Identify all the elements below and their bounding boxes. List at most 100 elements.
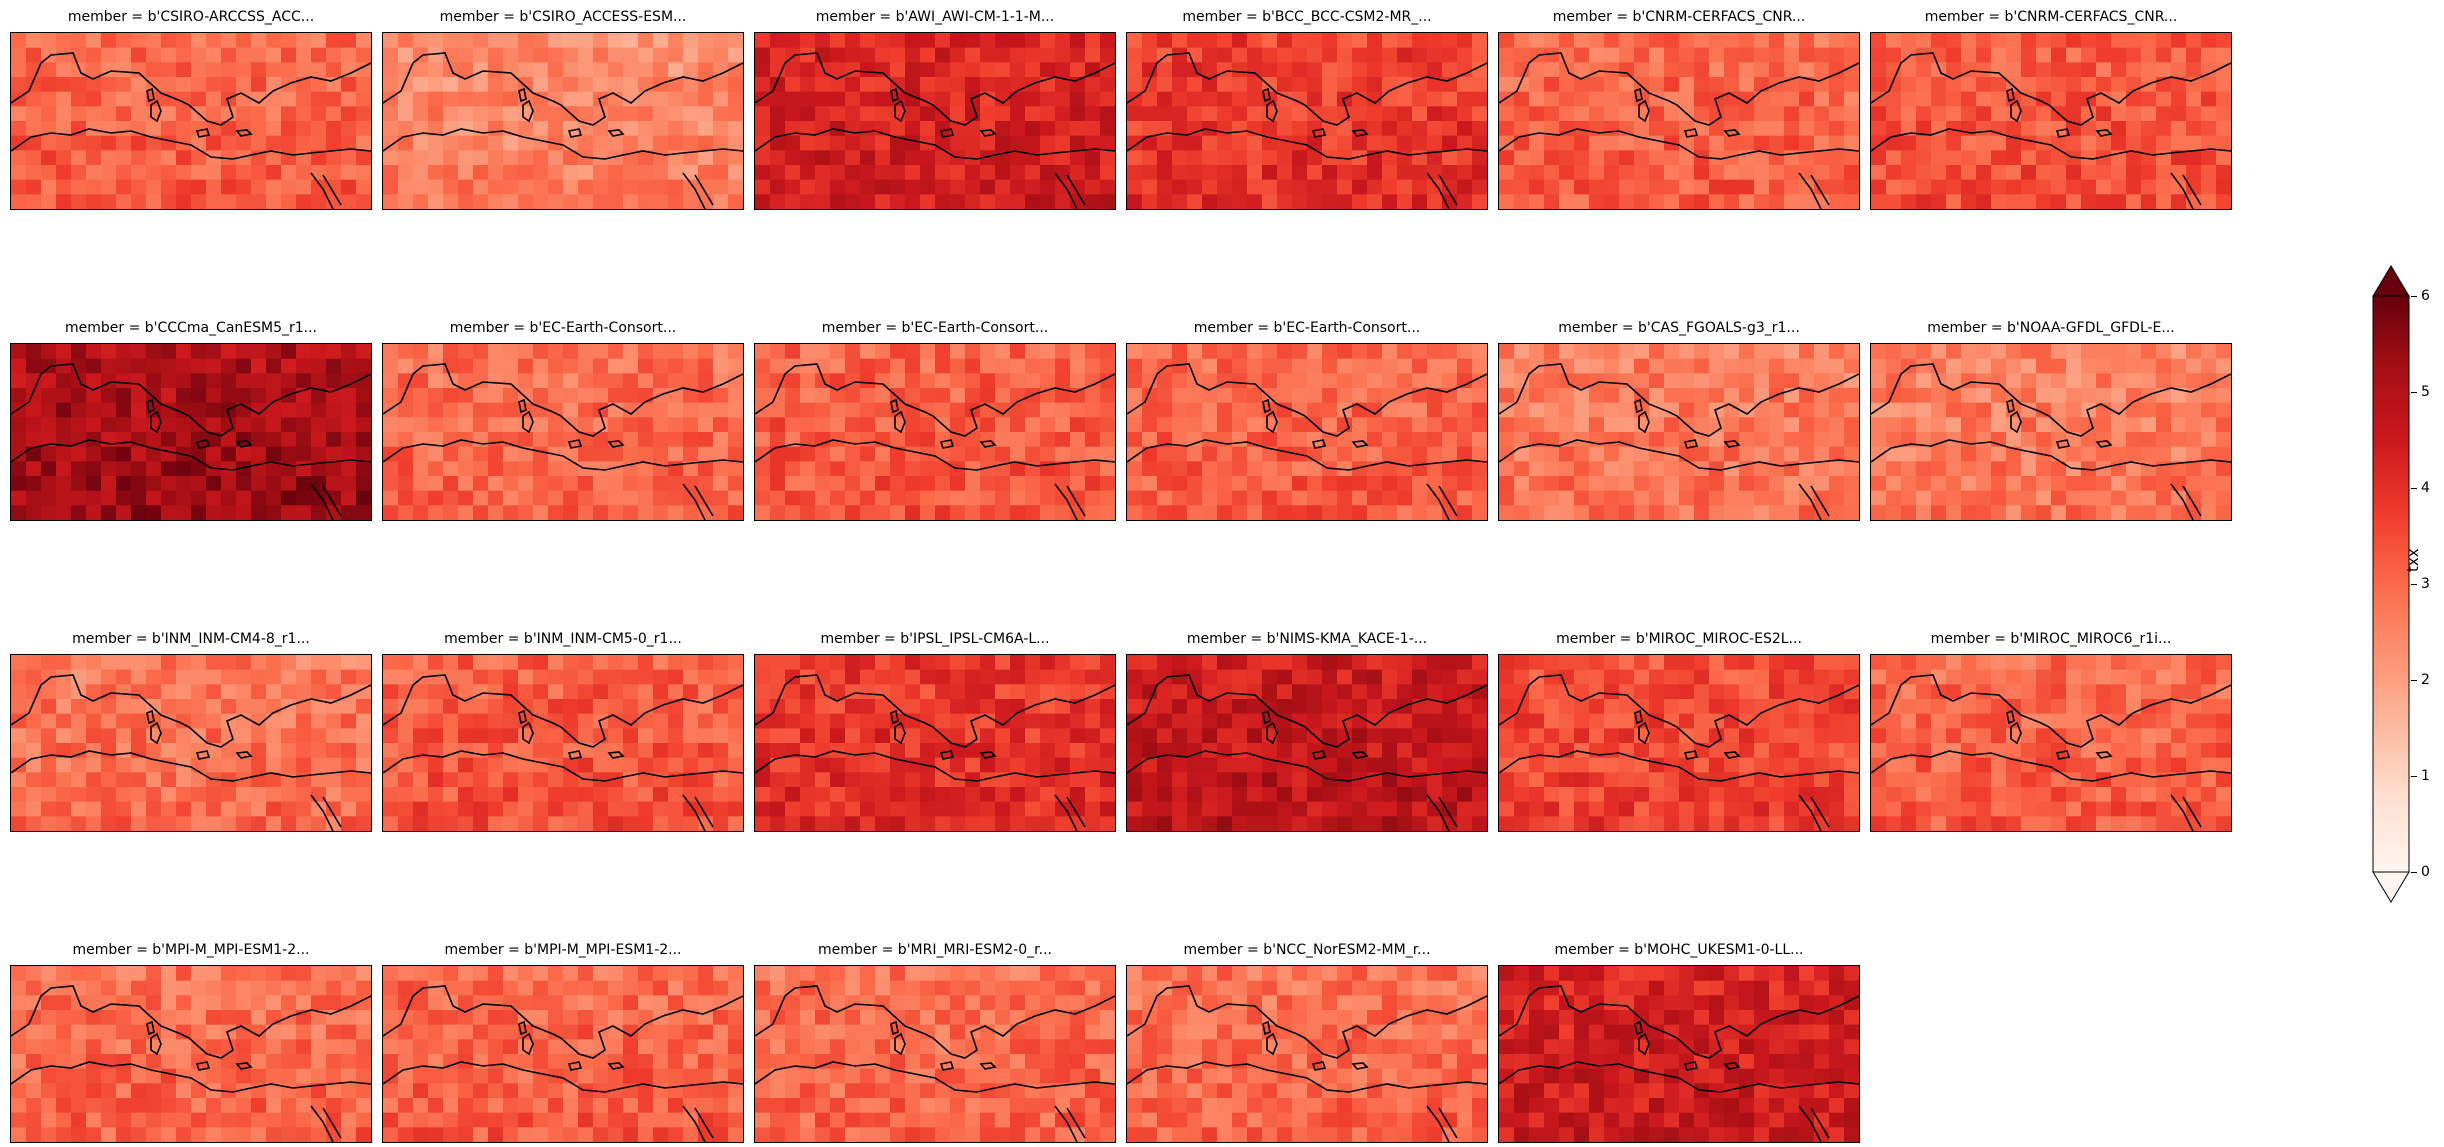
heatmap-cell bbox=[1544, 344, 1560, 359]
heatmap-cell bbox=[1754, 194, 1770, 209]
heatmap-cell bbox=[2201, 461, 2217, 476]
heatmap-cell bbox=[1010, 180, 1026, 195]
heatmap-cell bbox=[1367, 758, 1383, 773]
heatmap-cell bbox=[608, 787, 624, 802]
heatmap-cell bbox=[1829, 92, 1845, 107]
heatmap-cell bbox=[905, 743, 921, 758]
heatmap-cell bbox=[1277, 432, 1293, 447]
heatmap-cell bbox=[2111, 165, 2127, 180]
heatmap-cell bbox=[533, 447, 549, 462]
heatmap-cell bbox=[1499, 388, 1515, 403]
heatmap-cell bbox=[1901, 92, 1917, 107]
heatmap-cell bbox=[1172, 136, 1188, 151]
heatmap-cell bbox=[2006, 33, 2022, 48]
heatmap-cell bbox=[2186, 447, 2202, 462]
heatmap-cell bbox=[563, 802, 579, 817]
heatmap-cell bbox=[770, 165, 786, 180]
heatmap-cell bbox=[638, 670, 654, 685]
heatmap-cell bbox=[668, 743, 684, 758]
heatmap-cell bbox=[1799, 417, 1815, 432]
heatmap-cell bbox=[488, 150, 504, 165]
heatmap-cell bbox=[2111, 180, 2127, 195]
heatmap-cell bbox=[1010, 802, 1026, 817]
heatmap-cell bbox=[1574, 758, 1590, 773]
heatmap-cell bbox=[398, 359, 414, 374]
heatmap-cell bbox=[1784, 373, 1800, 388]
heatmap-cell bbox=[413, 758, 429, 773]
heatmap-cell bbox=[1322, 194, 1338, 209]
heatmap-cell bbox=[875, 670, 891, 685]
heatmap-cell bbox=[236, 77, 252, 92]
heatmap-cell bbox=[341, 48, 357, 63]
heatmap-cell bbox=[593, 816, 609, 831]
heatmap-cell bbox=[1739, 359, 1755, 374]
heatmap-cell bbox=[728, 165, 743, 180]
heatmap-cell bbox=[1991, 194, 2007, 209]
heatmap-cell bbox=[1901, 447, 1917, 462]
heatmap-cell bbox=[1025, 106, 1041, 121]
heatmap-cell bbox=[41, 728, 57, 743]
heatmap-cell bbox=[698, 447, 714, 462]
heatmap-cell bbox=[800, 670, 816, 685]
heatmap-cell bbox=[1202, 180, 1218, 195]
heatmap-cell bbox=[1070, 48, 1086, 63]
heatmap-cell bbox=[593, 699, 609, 714]
heatmap-cell bbox=[413, 684, 429, 699]
heatmap-cell bbox=[26, 165, 42, 180]
heatmap-cell bbox=[86, 476, 102, 491]
heatmap-cell bbox=[1277, 77, 1293, 92]
heatmap-cell bbox=[1412, 505, 1428, 520]
heatmap-cell bbox=[1457, 670, 1473, 685]
heatmap-cell bbox=[1769, 476, 1785, 491]
heatmap-cell bbox=[1367, 432, 1383, 447]
heatmap-cell bbox=[1352, 48, 1368, 63]
heatmap-cell bbox=[2201, 403, 2217, 418]
heatmap-cell bbox=[488, 48, 504, 63]
heatmap-cell bbox=[1427, 505, 1443, 520]
heatmap-cell bbox=[1604, 714, 1620, 729]
heatmap-cell bbox=[1157, 684, 1173, 699]
heatmap-cell bbox=[1055, 121, 1071, 136]
heatmap-cell bbox=[1247, 77, 1263, 92]
heatmap-cell bbox=[2126, 491, 2142, 506]
heatmap-cell bbox=[2141, 165, 2157, 180]
heatmap-cell bbox=[1814, 33, 1830, 48]
map-panel: member = b'EC-Earth-Consort... bbox=[754, 317, 1116, 525]
heatmap-cell bbox=[1829, 461, 1845, 476]
heatmap-cell bbox=[1187, 728, 1203, 743]
heatmap-map bbox=[1498, 32, 1860, 210]
heatmap-cell bbox=[533, 491, 549, 506]
heatmap-cell bbox=[1901, 150, 1917, 165]
heatmap-cell bbox=[785, 505, 801, 520]
heatmap-cell bbox=[191, 476, 207, 491]
heatmap-cell bbox=[1142, 802, 1158, 817]
heatmap-cell bbox=[503, 758, 519, 773]
heatmap-cell bbox=[608, 359, 624, 374]
heatmap-cell bbox=[593, 359, 609, 374]
heatmap-cell bbox=[1619, 505, 1635, 520]
heatmap-cell bbox=[428, 150, 444, 165]
heatmap-cell bbox=[1544, 728, 1560, 743]
heatmap-cell bbox=[1604, 772, 1620, 787]
heatmap-cell bbox=[1694, 344, 1710, 359]
heatmap-cell bbox=[71, 92, 87, 107]
heatmap-cell bbox=[653, 787, 669, 802]
heatmap-cell bbox=[1187, 476, 1203, 491]
heatmap-cell bbox=[785, 787, 801, 802]
heatmap-cell bbox=[161, 491, 177, 506]
heatmap-cell bbox=[2141, 359, 2157, 374]
heatmap-cell bbox=[935, 77, 951, 92]
heatmap-cell bbox=[383, 344, 399, 359]
heatmap-cell bbox=[875, 699, 891, 714]
heatmap-cell bbox=[1901, 491, 1917, 506]
heatmap-cell bbox=[1799, 33, 1815, 48]
heatmap-cell bbox=[191, 92, 207, 107]
heatmap-cell bbox=[176, 417, 192, 432]
heatmap-cell bbox=[1127, 802, 1143, 817]
heatmap-cell bbox=[1961, 403, 1977, 418]
heatmap-cell bbox=[413, 165, 429, 180]
heatmap-cell bbox=[191, 388, 207, 403]
heatmap-cell bbox=[398, 816, 414, 831]
heatmap-cell bbox=[1499, 373, 1515, 388]
heatmap-cell bbox=[11, 728, 27, 743]
